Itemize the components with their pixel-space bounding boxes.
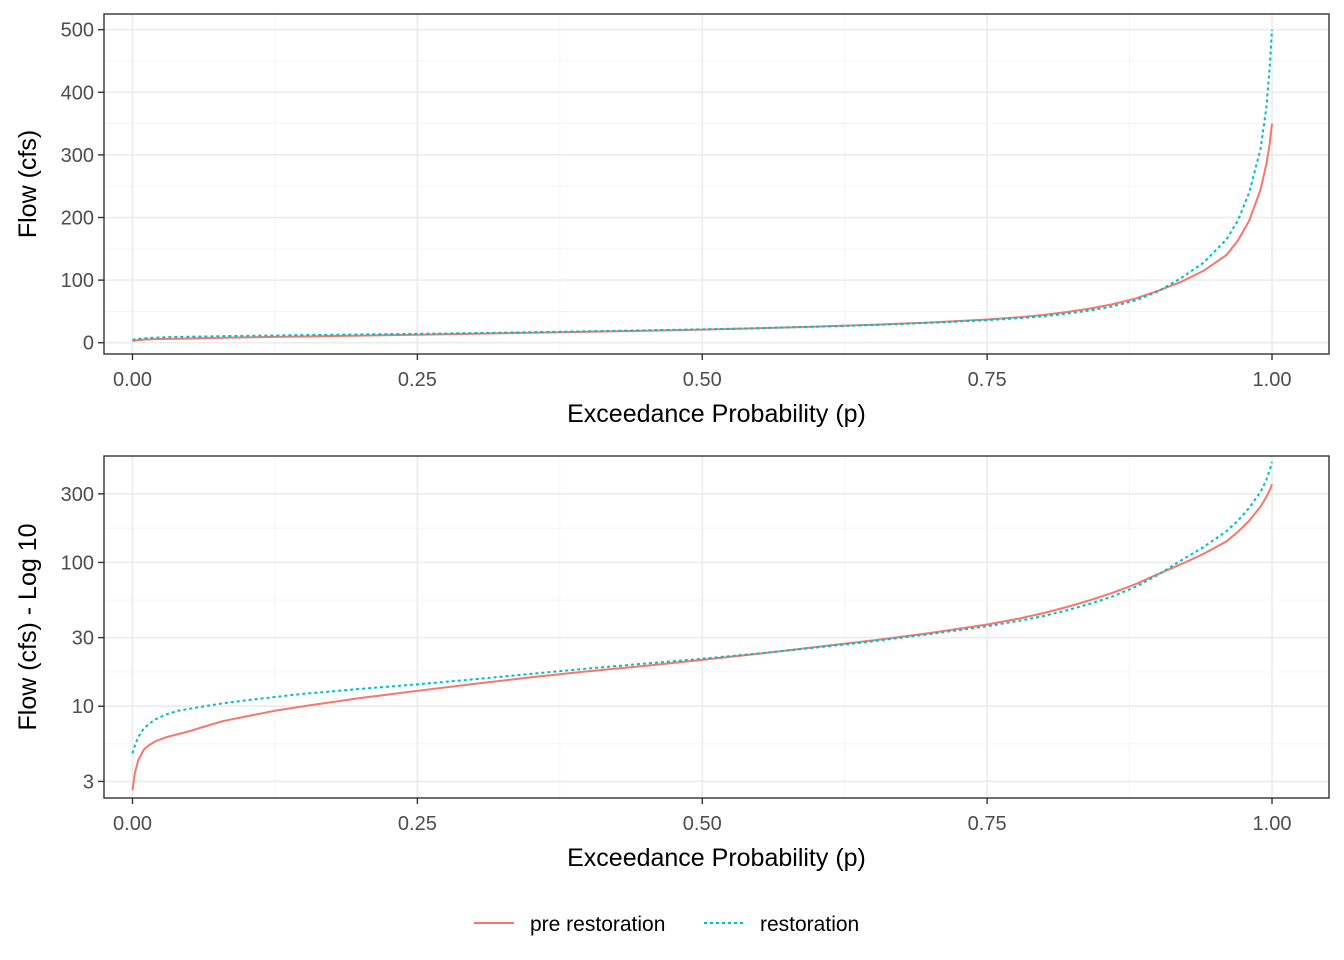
- panel-background: [104, 14, 1329, 354]
- x-tick-label: 0.00: [113, 369, 152, 391]
- x-tick-label: 0.50: [683, 813, 722, 835]
- y-tick-label: 100: [61, 270, 94, 292]
- series-line-pre-restoration: [131, 483, 1273, 791]
- y-tick-label: 0: [83, 333, 94, 355]
- y-tick-label: 300: [61, 484, 94, 506]
- legend-label-restoration: restoration: [760, 913, 859, 936]
- series-line-restoration: [132, 29, 1274, 341]
- top-flow-duration-panel: 0.00 0.25 0.50 0.75 1.00 0 100 200 300 400 500 Exce…: [14, 13, 1330, 428]
- x-axis-title: Exceedance Probability (p): [567, 400, 866, 428]
- y-tick-label: 500: [61, 20, 94, 42]
- panel-border: [103, 13, 1330, 355]
- y-axis-title: Flow (cfs): [14, 130, 42, 238]
- y-axis-title: Flow (cfs) - Log 10: [14, 523, 42, 730]
- legend-label-pre-restoration: pre restoration: [530, 913, 665, 936]
- y-tick-label: 300: [61, 145, 94, 167]
- y-tick-label: 30: [72, 628, 94, 650]
- panel-border: [103, 455, 1330, 799]
- bottom-log-flow-duration-panel: 0.00 0.25 0.50 0.75 1.00 3 10 30 100 300 Exceedanc…: [14, 455, 1330, 872]
- x-tick-label: 1.00: [1253, 813, 1292, 835]
- x-tick-label: 0.25: [398, 813, 437, 835]
- x-tick-label: 0.75: [968, 813, 1007, 835]
- panel-background: [104, 456, 1329, 798]
- x-tick-label: 1.00: [1253, 369, 1292, 391]
- x-axis-title: Exceedance Probability (p): [567, 844, 866, 872]
- y-tick-label: 10: [72, 696, 94, 718]
- x-tick-label: 0.25: [398, 369, 437, 391]
- series-line-pre-restoration: [132, 123, 1274, 343]
- y-tick-label: 200: [61, 207, 94, 229]
- x-tick-label: 0.00: [113, 813, 152, 835]
- series-line-restoration: [131, 461, 1273, 754]
- y-tick-label: 100: [61, 552, 94, 574]
- x-tick-label: 0.50: [683, 369, 722, 391]
- y-tick-label: 3: [83, 771, 94, 793]
- x-tick-label: 0.75: [968, 369, 1007, 391]
- legend: pre restoration restoration: [474, 913, 859, 936]
- y-tick-label: 400: [61, 82, 94, 104]
